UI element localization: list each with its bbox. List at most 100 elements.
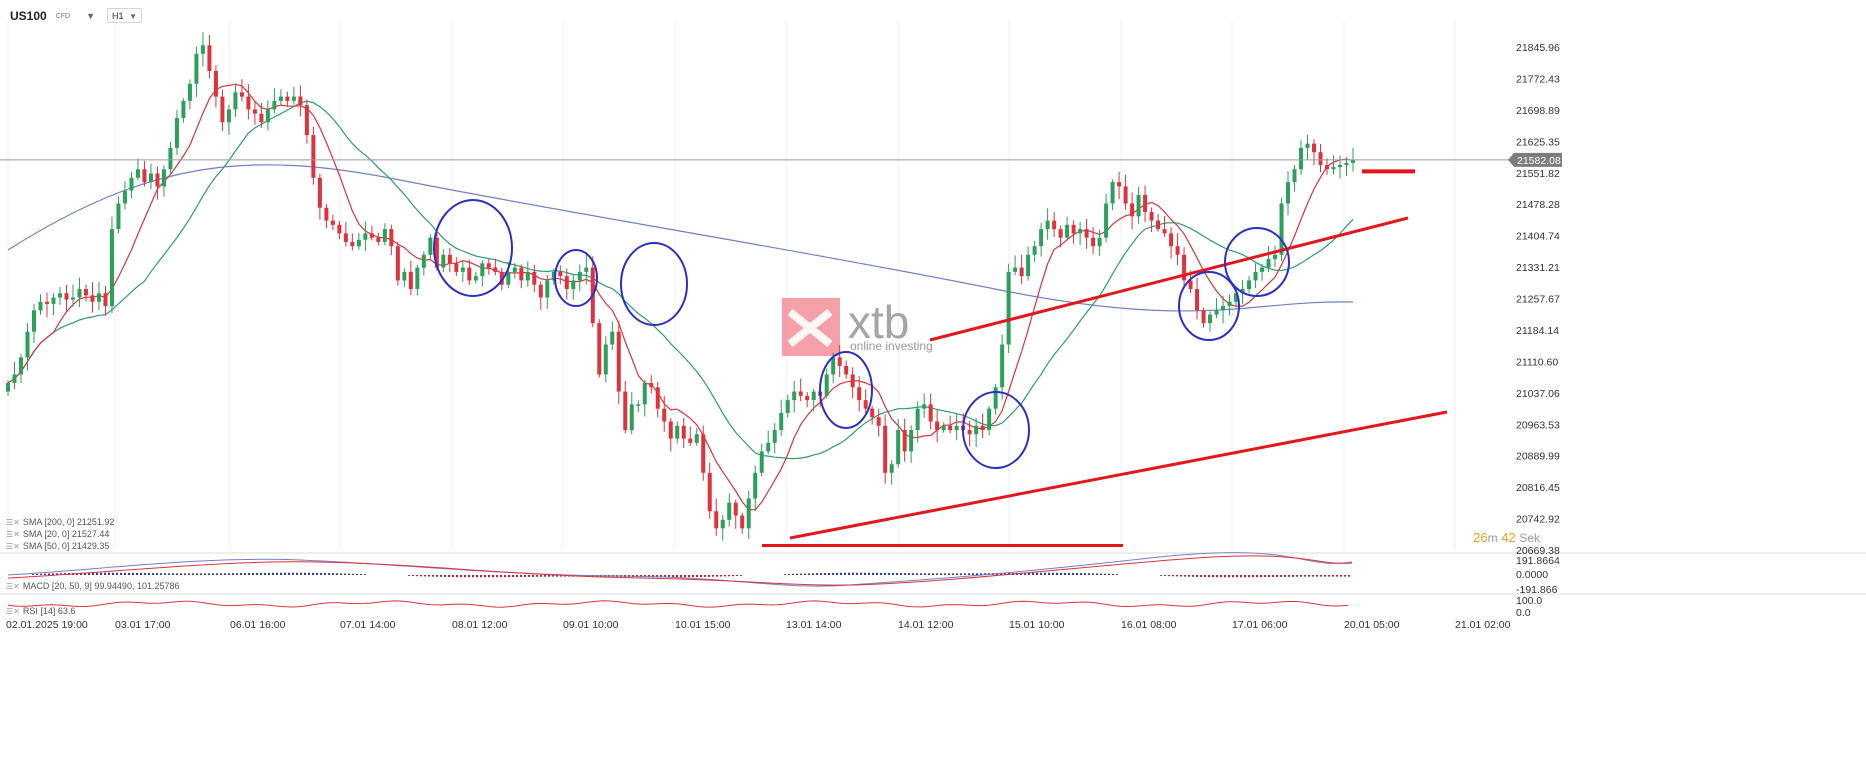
price-tick-label: 21184.14 xyxy=(1516,325,1559,337)
price-tick-label: 21478.28 xyxy=(1516,199,1560,211)
macd-histogram-bar xyxy=(316,572,318,575)
macd-histogram-bar xyxy=(324,573,326,575)
candle-body xyxy=(597,323,602,375)
time-tick-label: 16.01 08:00 xyxy=(1121,619,1177,631)
candle-body xyxy=(1312,143,1317,153)
candle-body xyxy=(1234,293,1239,302)
macd-histogram-bar xyxy=(32,574,34,575)
candle-body xyxy=(857,387,862,401)
macd-signal-line xyxy=(7,555,1353,586)
menu-icon[interactable]: ☰✕ xyxy=(6,529,20,539)
candle-body xyxy=(610,331,615,345)
price-tick-label: 21331.21 xyxy=(1516,262,1560,274)
candle-body xyxy=(1253,271,1258,281)
candle-body xyxy=(603,344,608,375)
trendline xyxy=(929,216,1409,342)
legend-rsi[interactable]: ☰✕ RSI [14] 63.6 xyxy=(6,606,75,616)
candle-body xyxy=(194,53,199,84)
candle-body xyxy=(870,408,875,418)
candle-body xyxy=(155,173,160,187)
legend-sma200[interactable]: ☰✕ SMA [200, 0] 21251.92 xyxy=(6,517,114,527)
highlight-circle xyxy=(554,249,598,307)
candle-body xyxy=(1273,254,1278,260)
macd-histogram-bar xyxy=(36,573,38,575)
candle-body xyxy=(12,374,17,384)
candle-body xyxy=(129,177,134,191)
macd-histogram-bar xyxy=(912,573,914,575)
candlestick-series xyxy=(6,32,1355,541)
macd-histogram-bar xyxy=(1224,575,1226,578)
candle-body xyxy=(759,451,764,473)
macd-histogram-bar xyxy=(452,575,454,578)
macd-histogram-bar xyxy=(740,575,742,576)
candle-body xyxy=(1182,254,1187,281)
symbol-label: US100 xyxy=(10,9,47,23)
price-tick-label: 20669.38 xyxy=(1516,545,1560,557)
candle-body xyxy=(148,173,153,183)
macd-histogram-bar xyxy=(460,575,462,578)
macd-histogram-bar xyxy=(680,575,682,578)
legend-sma50[interactable]: ☰✕ SMA [50, 0] 21429.35 xyxy=(6,541,109,551)
macd-histogram-bar xyxy=(132,572,134,575)
menu-icon[interactable]: ☰✕ xyxy=(6,581,20,591)
macd-histogram-bar xyxy=(336,573,338,575)
legend-macd-text: MACD [20, 50, 9] 99.94490, 101.25786 xyxy=(22,581,180,591)
macd-histogram-bar xyxy=(688,575,690,578)
macd-histogram-bar xyxy=(1000,573,1002,575)
macd-histogram-bar xyxy=(480,575,482,578)
candle-body xyxy=(1143,194,1148,213)
time-tick-label: 21.01 02:00 xyxy=(1455,619,1511,631)
macd-histogram-bar xyxy=(284,572,286,575)
chevron-down-icon[interactable]: ▼ xyxy=(86,11,96,21)
macd-histogram-bar xyxy=(320,572,322,575)
candle-body xyxy=(584,267,589,272)
macd-histogram-bar xyxy=(300,572,302,575)
candle-body xyxy=(1305,143,1310,148)
candle-body xyxy=(330,220,335,225)
candle-body xyxy=(941,425,946,431)
legend-sma20[interactable]: ☰✕ SMA [20, 0] 21527.44 xyxy=(6,529,109,539)
macd-histogram-bar xyxy=(1300,575,1302,577)
macd-histogram-bar xyxy=(108,572,110,575)
candle-body xyxy=(642,383,647,405)
macd-histogram-bar xyxy=(144,573,146,575)
macd-histogram-bar xyxy=(1236,575,1238,578)
macd-histogram-bar xyxy=(700,575,702,577)
macd-histogram-bar xyxy=(1276,575,1278,577)
candle-body xyxy=(25,331,30,358)
candle-body xyxy=(1078,229,1083,234)
macd-histogram-bar xyxy=(516,575,518,578)
candle-body xyxy=(246,96,251,110)
legend-macd[interactable]: ☰✕ MACD [20, 50, 9] 99.94490, 101.25786 xyxy=(6,581,180,591)
candle-body xyxy=(1325,164,1330,170)
candle-body xyxy=(772,430,777,443)
candle-body xyxy=(1123,186,1128,204)
candle-body xyxy=(103,293,108,307)
candle-body xyxy=(142,169,147,183)
candle-body xyxy=(1286,182,1291,204)
instrument-header[interactable]: US100 CFD ▼ xyxy=(10,6,95,26)
macd-histogram-bar xyxy=(1080,573,1082,575)
menu-icon[interactable]: ☰✕ xyxy=(6,517,20,527)
candle-body xyxy=(350,241,355,247)
candle-body xyxy=(181,100,186,118)
menu-icon[interactable]: ☰✕ xyxy=(6,606,20,616)
candle-body xyxy=(454,263,459,272)
candle-body xyxy=(1292,169,1297,183)
candle-body xyxy=(239,92,244,97)
macd-histogram-bar xyxy=(732,575,734,577)
macd-histogram-bar xyxy=(924,573,926,575)
macd-histogram-bar xyxy=(900,573,902,575)
menu-icon[interactable]: ☰✕ xyxy=(6,541,20,551)
candle-body xyxy=(1097,237,1102,247)
macd-histogram-bar xyxy=(1036,572,1038,575)
candle-body xyxy=(1214,310,1219,315)
macd-tick-label: 191.8664 xyxy=(1516,555,1560,567)
macd-histogram-bar xyxy=(996,573,998,575)
macd-histogram-bar xyxy=(448,575,450,578)
candle-body xyxy=(363,233,368,240)
timeframe-select[interactable]: H1 ▼ xyxy=(107,8,142,23)
candle-body xyxy=(1299,147,1304,170)
candle-body xyxy=(863,400,868,409)
